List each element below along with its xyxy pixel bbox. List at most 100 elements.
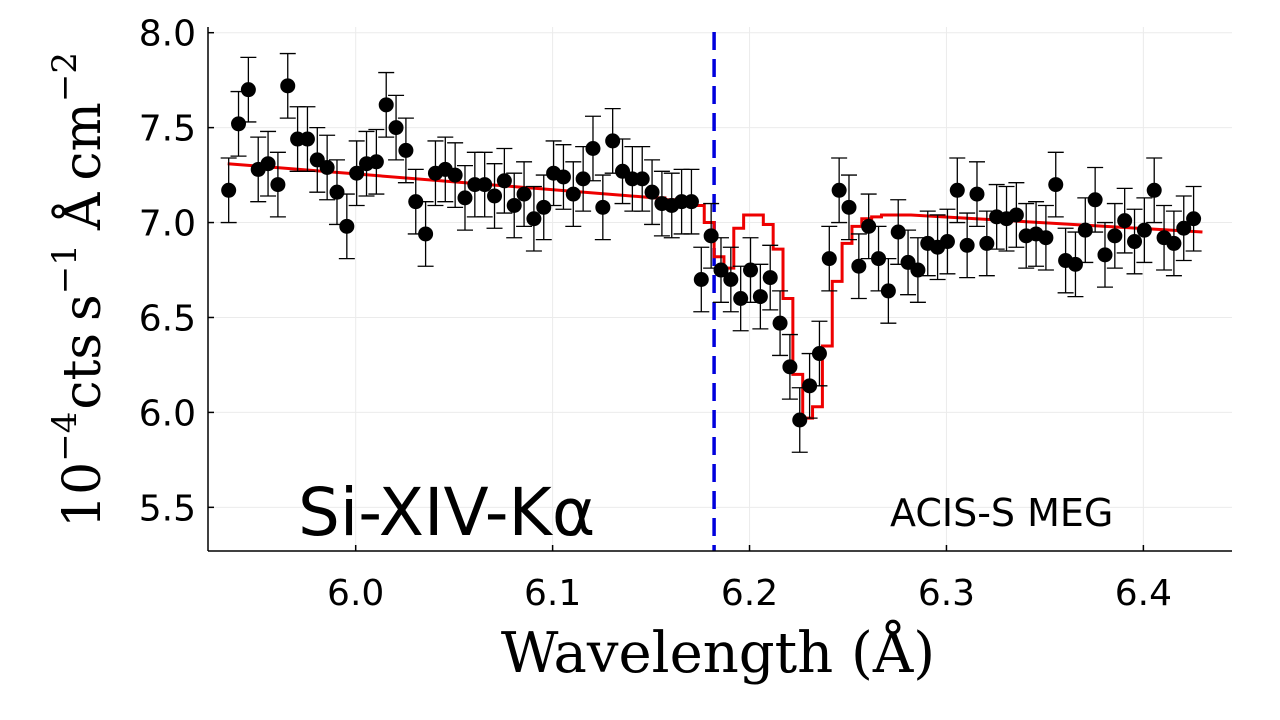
data-marker: [1186, 211, 1202, 227]
data-marker: [1146, 182, 1162, 198]
data-point: [279, 52, 296, 119]
data-point: [260, 130, 277, 197]
x-tick-label: 6.1: [524, 573, 581, 614]
data-marker: [487, 188, 503, 204]
data-marker: [408, 194, 424, 210]
data-marker: [733, 290, 749, 306]
data-marker: [939, 234, 955, 250]
data-point: [1106, 202, 1123, 269]
data-marker: [880, 283, 896, 299]
data-point: [772, 290, 789, 357]
data-point: [1126, 208, 1143, 275]
data-marker: [270, 177, 286, 193]
data-marker: [762, 270, 778, 286]
data-marker: [368, 154, 384, 170]
data-marker: [516, 186, 532, 202]
data-marker: [555, 169, 571, 185]
x-tick-label: 6.2: [721, 573, 778, 614]
data-point: [319, 134, 336, 201]
data-marker: [280, 78, 296, 94]
y-axis-s-exponent: −1: [45, 244, 85, 294]
data-point: [456, 164, 473, 231]
data-point: [683, 168, 700, 235]
y-axis-cm-exponent: −2: [45, 52, 85, 102]
data-point: [447, 142, 464, 209]
data-marker: [536, 199, 552, 215]
data-point: [1067, 231, 1084, 298]
data-marker: [772, 315, 788, 331]
data-point: [860, 193, 877, 260]
data-marker: [949, 182, 965, 198]
data-marker: [831, 182, 847, 198]
data-point: [575, 145, 592, 212]
data-point: [909, 237, 926, 303]
data-point: [1136, 197, 1153, 264]
data-marker: [1166, 235, 1182, 251]
y-axis-factor: 10: [53, 462, 113, 528]
y-tick-label: 6.5: [139, 298, 196, 339]
data-marker: [221, 182, 237, 198]
data-point: [476, 151, 493, 218]
y-tick-labels: 5.5 6.0 6.5 7.0 7.5 8.0: [139, 14, 196, 530]
data-marker: [782, 359, 798, 375]
y-tick-label: 7.5: [139, 109, 196, 150]
data-marker: [959, 237, 975, 253]
data-point: [978, 210, 995, 277]
data-point: [230, 90, 247, 157]
data-marker: [398, 142, 414, 158]
y-tick-label: 5.5: [139, 488, 196, 529]
data-marker: [1176, 220, 1192, 236]
data-marker: [231, 116, 247, 132]
data-marker: [644, 184, 660, 200]
data-marker: [378, 97, 394, 113]
data-point: [1116, 187, 1133, 254]
data-point: [378, 71, 395, 138]
data-marker: [605, 133, 621, 149]
data-marker: [1048, 177, 1064, 193]
data-marker: [792, 412, 808, 428]
data-marker: [851, 258, 867, 274]
data-marker: [595, 199, 611, 215]
data-point: [1077, 197, 1094, 264]
data-point: [240, 56, 257, 123]
data-point: [831, 157, 848, 224]
data-point: [388, 94, 405, 161]
data-point: [949, 157, 966, 224]
data-marker: [1087, 192, 1103, 208]
data-point: [1096, 221, 1113, 288]
data-point: [1037, 204, 1054, 271]
y-tick-label: 6.0: [139, 393, 196, 434]
data-point: [220, 157, 237, 224]
data-marker: [821, 251, 837, 267]
line-label-annotation: Si-XIV-Kα: [298, 474, 595, 551]
data-point: [1047, 151, 1064, 218]
data-point: [1175, 195, 1192, 262]
data-point: [811, 320, 828, 387]
data-marker: [319, 159, 335, 175]
data-point: [545, 140, 562, 207]
data-marker: [1136, 222, 1152, 238]
y-axis-cm: cm: [53, 102, 113, 180]
data-marker: [910, 262, 926, 278]
data-point: [1165, 210, 1182, 277]
data-point: [368, 128, 385, 195]
data-point: [722, 246, 739, 313]
data-point: [1146, 157, 1163, 224]
data-point: [890, 199, 907, 265]
data-marker: [752, 289, 768, 305]
data-marker: [496, 173, 512, 189]
data-marker: [802, 378, 818, 394]
data-marker: [693, 272, 709, 288]
data-point: [269, 151, 286, 218]
data-point: [555, 144, 572, 210]
data-marker: [743, 262, 759, 278]
data-point: [338, 193, 355, 260]
data-marker: [969, 186, 985, 202]
data-marker: [1008, 207, 1024, 223]
data-marker: [811, 346, 827, 362]
data-marker: [339, 218, 355, 234]
data-marker: [388, 120, 404, 136]
data-point: [299, 106, 316, 172]
data-point: [535, 174, 552, 241]
